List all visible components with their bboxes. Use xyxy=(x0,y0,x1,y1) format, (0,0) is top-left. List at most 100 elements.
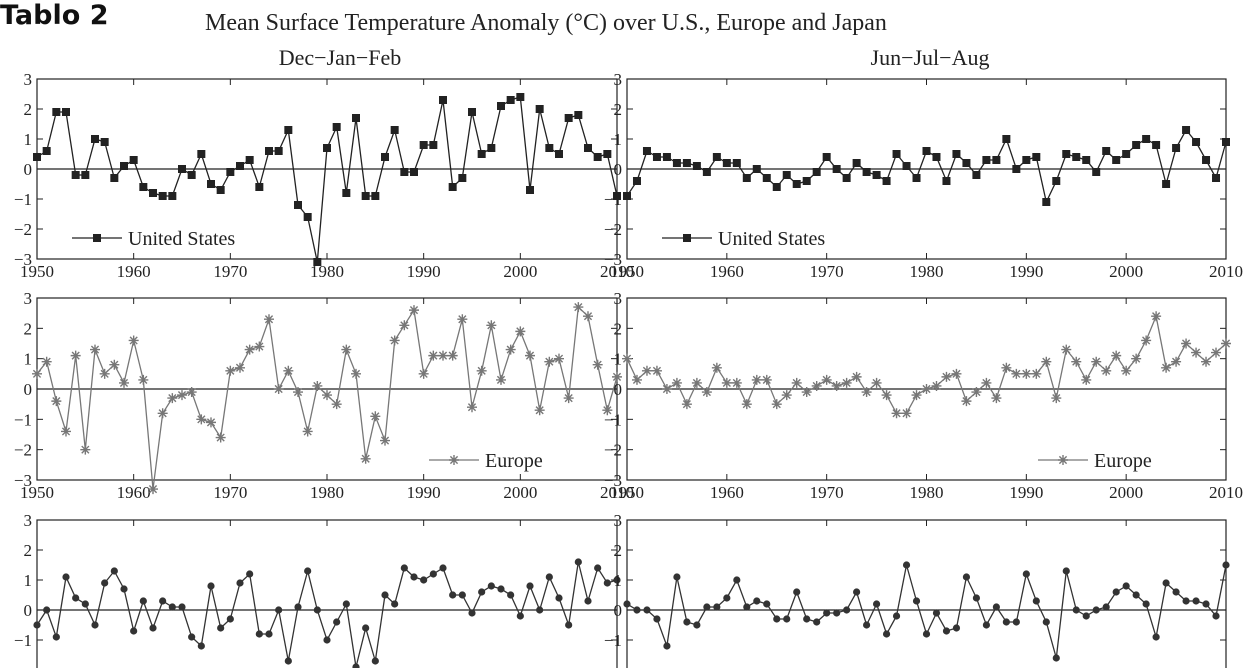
data-point xyxy=(302,426,313,437)
data-point xyxy=(1212,612,1220,620)
data-point xyxy=(101,579,109,587)
data-point xyxy=(458,174,467,182)
data-point xyxy=(322,390,332,401)
data-point xyxy=(912,174,921,182)
data-point xyxy=(1012,618,1020,626)
data-point xyxy=(703,603,711,611)
data-point xyxy=(792,180,801,188)
data-point xyxy=(871,377,882,388)
data-point xyxy=(197,150,206,158)
data-point xyxy=(352,663,360,668)
data-point xyxy=(1141,335,1152,346)
data-point xyxy=(1171,356,1182,367)
data-point xyxy=(1152,633,1160,641)
data-point xyxy=(244,344,255,355)
y-tick-label: 3 xyxy=(24,289,33,308)
data-point xyxy=(1132,591,1140,599)
x-tick-label: 2010 xyxy=(600,483,634,502)
data-point xyxy=(1092,606,1100,614)
data-point xyxy=(1081,374,1092,385)
data-point xyxy=(723,594,731,602)
data-point xyxy=(439,564,447,572)
data-point xyxy=(713,603,721,611)
data-point xyxy=(149,189,157,197)
data-point xyxy=(1182,126,1191,134)
data-point xyxy=(419,141,428,149)
x-tick-label: 1960 xyxy=(117,483,151,502)
y-tick-label: −3 xyxy=(14,250,32,269)
data-point xyxy=(1022,156,1031,164)
data-point xyxy=(1072,153,1081,161)
data-point xyxy=(1082,612,1090,620)
data-point xyxy=(613,192,621,200)
data-point xyxy=(110,567,118,575)
data-point xyxy=(801,387,812,398)
data-point xyxy=(313,606,321,614)
data-point xyxy=(941,371,952,382)
data-point xyxy=(1131,353,1142,364)
data-point xyxy=(1041,356,1052,367)
data-point xyxy=(476,365,487,376)
data-point xyxy=(671,377,682,388)
data-point xyxy=(428,350,439,361)
data-point xyxy=(120,585,128,593)
data-point xyxy=(304,567,312,575)
data-point xyxy=(1021,368,1032,379)
data-point xyxy=(128,335,139,346)
data-point xyxy=(741,399,752,410)
data-point xyxy=(555,150,563,158)
data-point xyxy=(781,390,792,401)
data-point xyxy=(119,377,129,388)
data-point xyxy=(942,177,951,185)
y-tick-label: 0 xyxy=(614,160,623,179)
data-point xyxy=(390,126,399,134)
data-point xyxy=(294,603,302,611)
data-point xyxy=(851,371,862,382)
y-tick-label: −3 xyxy=(14,471,32,490)
x-tick-label: 1960 xyxy=(117,262,151,281)
data-point xyxy=(429,141,438,149)
data-point xyxy=(902,561,911,569)
data-point xyxy=(992,603,1000,611)
data-point xyxy=(371,657,379,665)
data-point xyxy=(663,642,671,650)
x-tick-label: 1990 xyxy=(1009,262,1043,281)
data-point xyxy=(931,380,942,391)
data-point xyxy=(763,600,771,608)
data-point xyxy=(1192,138,1201,146)
data-point xyxy=(410,573,418,581)
data-point xyxy=(273,384,284,394)
data-point xyxy=(992,156,1001,164)
data-point xyxy=(1142,135,1151,143)
data-point xyxy=(254,341,265,352)
data-point xyxy=(545,573,553,581)
data-point xyxy=(733,576,741,584)
y-tick-label: −2 xyxy=(604,441,622,460)
data-point xyxy=(139,597,147,605)
data-point xyxy=(773,615,781,623)
panel-4: 1950 1960 1970 1980 1990 2000 2010 3 2 1 0 −1 −2 −3 Eu… xyxy=(604,289,1243,502)
data-point xyxy=(447,350,458,361)
x-tick-label: 2000 xyxy=(1109,262,1143,281)
data-point xyxy=(1051,393,1062,404)
data-point xyxy=(1181,338,1192,349)
data-point xyxy=(352,114,360,122)
data-point xyxy=(762,174,771,182)
x-tick-label: 1960 xyxy=(710,262,744,281)
data-point xyxy=(226,615,234,623)
data-point xyxy=(564,114,573,122)
data-point xyxy=(487,582,495,590)
data-point xyxy=(342,600,350,608)
x-tick-label: 1950 xyxy=(20,262,54,281)
data-point xyxy=(283,365,294,376)
data-point xyxy=(80,444,91,455)
legend-label: Europe xyxy=(485,450,543,472)
data-point xyxy=(62,573,70,581)
x-tick-label: 2010 xyxy=(1209,483,1243,502)
data-point xyxy=(583,311,593,322)
x-tick-label: 1990 xyxy=(407,483,441,502)
data-point xyxy=(691,377,702,388)
data-point xyxy=(313,258,322,266)
data-point xyxy=(341,344,352,355)
data-point xyxy=(971,387,982,398)
